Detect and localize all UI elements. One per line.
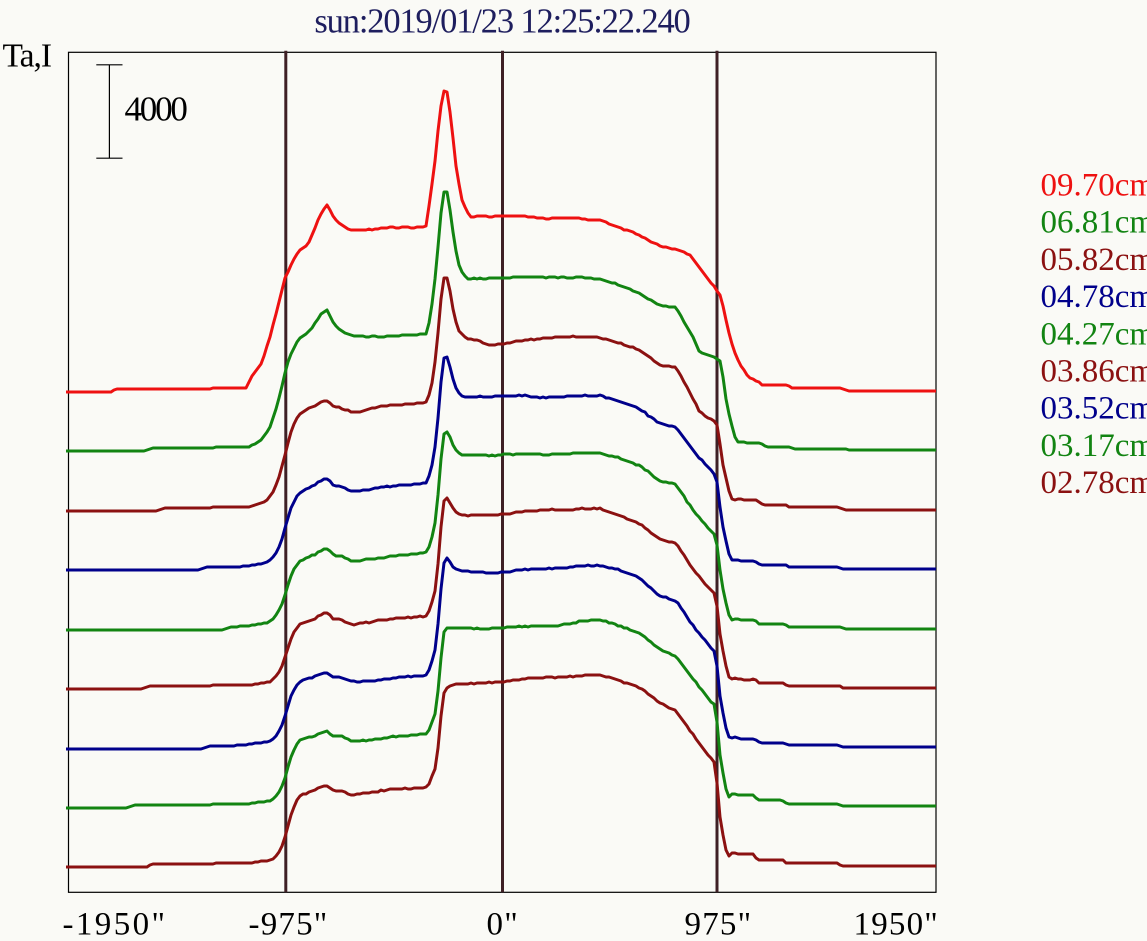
svg-text:09.70cm: 09.70cm <box>1041 168 1147 204</box>
svg-text:03.17cm: 03.17cm <box>1041 428 1147 464</box>
svg-text:03.52cm: 03.52cm <box>1041 391 1147 427</box>
svg-text:4000: 4000 <box>125 90 188 129</box>
svg-text:04.78cm: 04.78cm <box>1041 279 1147 315</box>
svg-text:0": 0" <box>487 907 519 941</box>
svg-text:sun:2019/01/23 12:25:22.240: sun:2019/01/23 12:25:22.240 <box>314 3 689 41</box>
svg-text:06.81cm: 06.81cm <box>1041 205 1147 241</box>
svg-text:1950": 1950" <box>854 907 939 941</box>
svg-text:03.86cm: 03.86cm <box>1041 354 1147 390</box>
svg-text:05.82cm: 05.82cm <box>1041 242 1147 278</box>
svg-text:04.27cm: 04.27cm <box>1041 316 1147 352</box>
svg-text:Ta,I: Ta,I <box>3 38 52 75</box>
svg-text:02.78cm: 02.78cm <box>1041 465 1147 501</box>
svg-text:975": 975" <box>685 907 753 941</box>
svg-text:-1950": -1950" <box>63 907 168 941</box>
svg-text:-975": -975" <box>249 907 329 941</box>
